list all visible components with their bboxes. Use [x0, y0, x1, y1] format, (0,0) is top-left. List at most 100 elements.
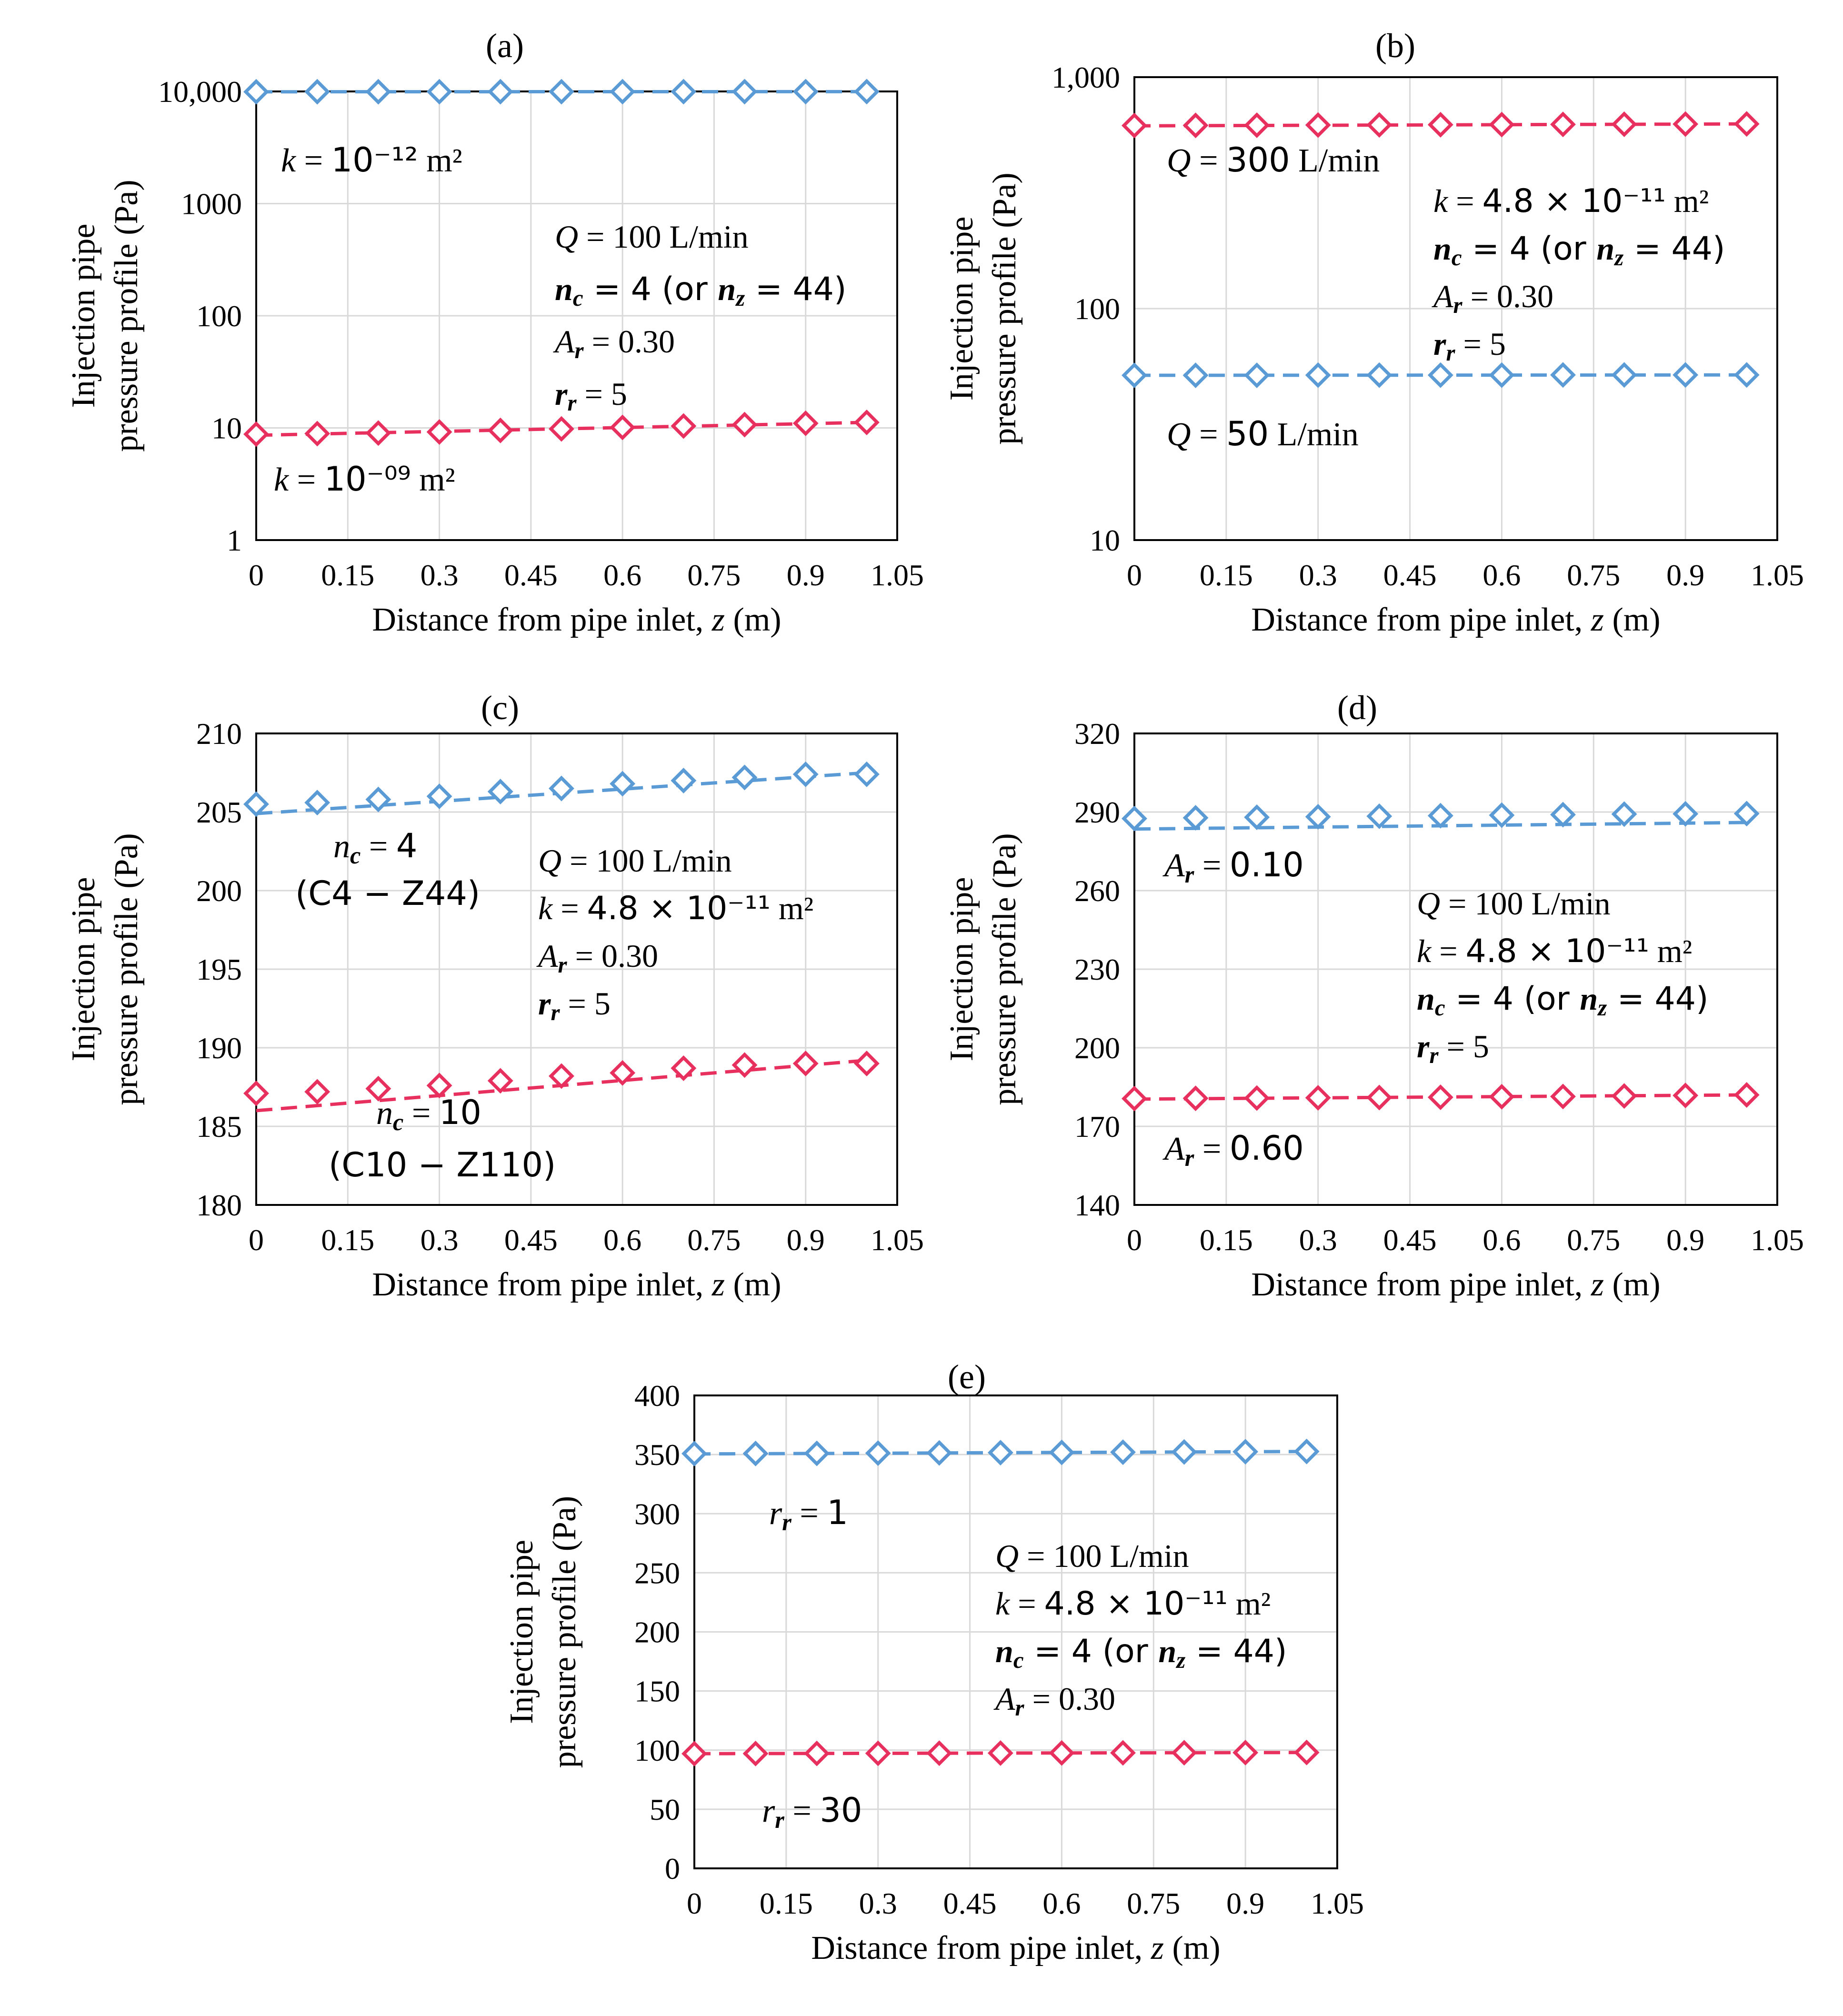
data-point-marker: [1182, 362, 1209, 389]
data-point-marker: [1305, 112, 1331, 138]
chart-panel-2: 0 0.15 0.3 0.45 0.6 0.75 0.9 1.05 10 100 1,000 Dist…: [943, 27, 1804, 638]
data-point-marker: [610, 79, 636, 105]
data-point-marker: [987, 1740, 1013, 1766]
series-label: rr = 30: [762, 1791, 862, 1833]
data-point-marker: [1244, 1085, 1270, 1111]
x-tick-label: 0.75: [687, 1223, 741, 1257]
data-point-marker: [426, 419, 452, 445]
x-tick-label: 0.9: [1666, 558, 1704, 592]
data-point-marker: [742, 1741, 769, 1766]
data-point-marker: [1733, 111, 1760, 137]
data-point-marker: [549, 775, 574, 802]
data-point-marker: [804, 1740, 830, 1766]
data-point-marker: [1171, 1740, 1197, 1766]
y-tick-label: 10,000: [158, 75, 242, 109]
chart-panel-5: 0 0.15 0.3 0.45 0.6 0.75 0.9 1.05 0 50 100 150 200 25…: [503, 1358, 1364, 1966]
data-point-marker: [1366, 803, 1392, 829]
data-point-marker: [243, 79, 269, 105]
plot-frame: [1133, 732, 1778, 1206]
series-label: k = 10⁻¹² m²: [281, 140, 462, 180]
x-axis-title: Distance from pipe inlet, z (m): [372, 602, 781, 638]
x-tick-label: 0.3: [1299, 1223, 1337, 1257]
data-point-marker: [243, 791, 269, 817]
data-point-marker: [792, 79, 819, 105]
parameter-annotation: k = 4.8 × 10⁻¹¹ m²: [1417, 933, 1692, 970]
y-tick-label: 400: [634, 1379, 680, 1413]
data-point-marker: [681, 1441, 707, 1467]
data-point-marker: [1171, 1439, 1197, 1465]
x-tick-label: 0.6: [603, 558, 641, 592]
x-tick-label: 0: [249, 1223, 264, 1257]
data-point-marker: [731, 1052, 758, 1078]
y-tick-label: 250: [634, 1556, 680, 1590]
y-tick-label: 190: [196, 1031, 242, 1065]
x-axis-title: Distance from pipe inlet, z (m): [1251, 1266, 1660, 1303]
data-point-marker: [1489, 802, 1515, 828]
y-tick-label: 320: [1074, 717, 1120, 751]
data-point-marker: [804, 1440, 830, 1466]
data-point-marker: [1550, 1083, 1576, 1110]
y-tick-label: 0: [665, 1852, 680, 1886]
y-tick-label: 100: [634, 1734, 680, 1767]
data-point-marker: [926, 1740, 952, 1766]
data-point-marker: [365, 420, 391, 446]
series-label: k = 10⁻⁰⁹ m²: [274, 460, 455, 499]
y-tick-label: 10: [211, 411, 242, 445]
x-tick-label: 0.9: [1666, 1223, 1704, 1257]
data-point-marker: [1122, 1085, 1147, 1112]
chart-panel-4: 0 0.15 0.3 0.45 0.6 0.75 0.9 1.05 140 170 200 230 26…: [943, 689, 1804, 1303]
data-point-marker: [426, 1073, 452, 1099]
data-point-marker: [1049, 1740, 1075, 1766]
data-point-marker: [926, 1440, 952, 1466]
y-axis-title-line2: pressure profile (Pa): [108, 833, 145, 1105]
data-point-marker: [1673, 1083, 1699, 1109]
x-tick-label: 0.75: [1127, 1886, 1180, 1920]
data-point-marker: [1733, 801, 1760, 827]
data-point-marker: [304, 1079, 331, 1105]
data-point-marker: [1305, 362, 1331, 388]
data-point-marker: [1293, 1438, 1320, 1464]
y-tick-label: 350: [634, 1438, 680, 1472]
x-tick-label: 0.3: [421, 558, 459, 592]
data-point-marker: [1673, 801, 1699, 827]
data-point-marker: [865, 1440, 891, 1466]
y-axis-title-line1: Injection pipe: [943, 217, 980, 401]
series-label: nc = 10: [376, 1093, 481, 1135]
y-tick-label: 170: [1074, 1110, 1120, 1143]
y-tick-label: 100: [1074, 292, 1120, 326]
y-tick-label: 10: [1090, 523, 1120, 557]
x-tick-label: 1.05: [871, 558, 924, 592]
data-point-marker: [671, 768, 697, 793]
x-tick-label: 0.75: [687, 558, 741, 592]
y-axis-title-line2: pressure profile (Pa): [546, 1496, 583, 1768]
x-tick-label: 0.3: [421, 1223, 459, 1257]
parameter-annotation: Q = 100 L/min: [995, 1538, 1189, 1574]
panel-label: (e): [948, 1358, 986, 1396]
x-tick-label: 0.6: [1042, 1886, 1081, 1920]
data-point-marker: [304, 790, 331, 816]
data-point-marker: [1244, 362, 1270, 389]
y-axis-title-line1: Injection pipe: [943, 877, 980, 1062]
parameter-annotation: k = 4.8 × 10⁻¹¹ m²: [538, 890, 813, 927]
x-tick-label: 0.45: [1383, 558, 1437, 592]
parameter-annotation: Ar = 0.30: [553, 323, 675, 363]
parameter-annotation: nc = 4 (or nz = 44): [1417, 980, 1709, 1021]
y-axis-title-line1: Injection pipe: [65, 877, 102, 1062]
data-point-marker: [1122, 805, 1147, 832]
series-label: Q = 50 L/min: [1167, 414, 1359, 453]
data-point-marker: [243, 421, 269, 447]
y-tick-label: 1: [227, 523, 242, 557]
x-tick-label: 0.45: [504, 558, 558, 592]
data-point-marker: [304, 79, 331, 105]
series-label: nc = 4: [333, 826, 417, 869]
chart-panel-1: 0 0.15 0.3 0.45 0.6 0.75 0.9 1.05 1 10 100 1000 10,0…: [65, 27, 924, 638]
data-point-marker: [1305, 803, 1331, 830]
x-tick-label: 0.15: [1200, 558, 1253, 592]
y-tick-label: 1000: [181, 187, 242, 221]
panel-label: (d): [1337, 689, 1377, 727]
data-point-marker: [1550, 362, 1576, 388]
data-point-marker: [1182, 112, 1209, 139]
series-label: Ar = 0.10: [1162, 845, 1304, 888]
y-tick-label: 200: [634, 1615, 680, 1649]
x-tick-label: 0.75: [1567, 558, 1620, 592]
